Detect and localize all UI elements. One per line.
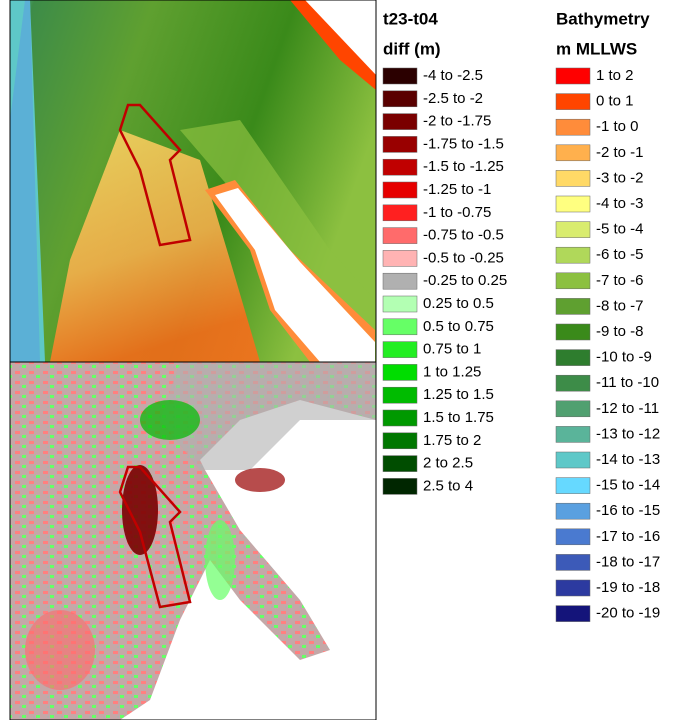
legend-swatch: [383, 205, 417, 221]
legend-swatch: [556, 350, 590, 366]
legend-label: 1.75 to 2: [423, 432, 481, 449]
legend-label: -7 to -6: [596, 272, 644, 289]
legend-label: -1.5 to -1.25: [423, 158, 504, 175]
legend-swatch: [383, 433, 417, 449]
legend-swatch: [383, 387, 417, 403]
legend-swatch: [556, 606, 590, 622]
legend-label: -4 to -2.5: [423, 67, 483, 84]
legend-swatch: [383, 114, 417, 130]
legend-label: 1.25 to 1.5: [423, 386, 494, 403]
legend-swatch: [556, 119, 590, 135]
legend-label: -8 to -7: [596, 297, 644, 314]
legend-swatch: [556, 298, 590, 314]
legend-label: -4 to -3: [596, 195, 644, 212]
bathymetry-map: [10, 0, 376, 362]
legend-label: -13 to -12: [596, 425, 660, 442]
legend-label: 2.5 to 4: [423, 477, 473, 494]
legend-label: -2.5 to -2: [423, 90, 483, 107]
legend-label: -2 to -1.75: [423, 113, 491, 130]
legend-swatch: [556, 375, 590, 391]
legend-swatch: [383, 319, 417, 335]
legend-swatch: [383, 91, 417, 107]
legend-label: -0.5 to -0.25: [423, 249, 504, 266]
legend-swatch: [556, 529, 590, 545]
legend-label: -10 to -9: [596, 349, 652, 366]
legend-swatch: [556, 324, 590, 340]
legend-label: -15 to -14: [596, 477, 660, 494]
legend-swatch: [556, 580, 590, 596]
legend-swatch: [383, 456, 417, 472]
legend-swatch: [556, 554, 590, 570]
legend-label: -5 to -4: [596, 221, 644, 238]
legend-swatch: [383, 159, 417, 175]
legend-label: 0.5 to 0.75: [423, 318, 494, 335]
legend-swatch: [556, 94, 590, 110]
legend-swatch: [383, 182, 417, 198]
legend-label: -9 to -8: [596, 323, 644, 340]
legend-swatch: [383, 136, 417, 152]
legend-label: -18 to -17: [596, 553, 660, 570]
legend-label: -12 to -11: [596, 400, 659, 417]
legend-label: 1.5 to 1.75: [423, 409, 494, 426]
legend-label: -2 to -1: [596, 144, 644, 161]
legend-label: -3 to -2: [596, 169, 644, 186]
legend-label: -17 to -16: [596, 528, 660, 545]
legend-swatch: [556, 426, 590, 442]
legend-label: -0.25 to 0.25: [423, 272, 507, 289]
legend-swatch: [383, 478, 417, 494]
legend-label: 1 to 1.25: [423, 363, 481, 380]
difference-map: [10, 362, 376, 720]
legend-label: -1.25 to -1: [423, 181, 491, 198]
legend-label: -14 to -13: [596, 451, 660, 468]
legend-label: -16 to -15: [596, 502, 660, 519]
legend-swatch: [383, 250, 417, 266]
legend-swatch: [556, 478, 590, 494]
legend-label: -20 to -19: [596, 605, 660, 622]
legend-title: m MLLWS: [556, 39, 637, 58]
legend-label: 0.75 to 1: [423, 341, 481, 358]
legend-swatch: [383, 364, 417, 380]
legend-swatch: [556, 273, 590, 289]
legend-swatch: [556, 145, 590, 161]
legend-label: -19 to -18: [596, 579, 660, 596]
legend-label: -1.75 to -1.5: [423, 135, 504, 152]
legend-title: diff (m): [383, 39, 441, 58]
legend-swatch: [383, 228, 417, 244]
legend-label: -1 to -0.75: [423, 204, 491, 221]
legend-label: 0.25 to 0.5: [423, 295, 494, 312]
legend-swatch: [556, 170, 590, 186]
legend-swatch: [383, 68, 417, 84]
legend-swatch: [383, 342, 417, 358]
legend-swatch: [556, 452, 590, 468]
legends: t23-t04 diff (m) -4 to -2.5 -2.5 to -2 -2 to…: [383, 9, 660, 621]
legend-title: t23-t04: [383, 9, 438, 28]
legend-label: -1 to 0: [596, 118, 639, 135]
legend-swatch: [556, 401, 590, 417]
legend-swatch: [383, 296, 417, 312]
legend-swatch: [556, 247, 590, 263]
legend-swatch: [556, 503, 590, 519]
legend-swatch: [556, 222, 590, 238]
legend-label: 2 to 2.5: [423, 455, 473, 472]
legend-swatch: [383, 273, 417, 289]
legend-label: -6 to -5: [596, 246, 644, 263]
legend-label: -11 to -10: [596, 374, 659, 391]
legend-label: 0 to 1: [596, 93, 634, 110]
legend-swatch: [556, 196, 590, 212]
legend-label: 1 to 2: [596, 67, 634, 84]
legend-title: Bathymetry: [556, 9, 650, 28]
legend-swatch: [383, 410, 417, 426]
legend-label: -0.75 to -0.5: [423, 227, 504, 244]
legend-swatch: [556, 68, 590, 84]
figure: t23-t04 diff (m) -4 to -2.5 -2.5 to -2 -2 to…: [0, 0, 685, 720]
